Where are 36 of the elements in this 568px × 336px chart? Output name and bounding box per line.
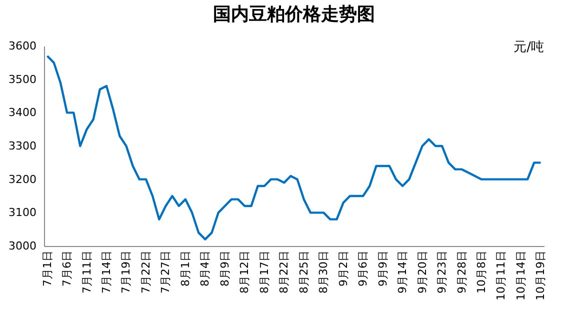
x-tick-label: 8月22日 xyxy=(278,250,291,294)
x-tick-label: 7月1日 xyxy=(40,250,54,286)
x-tick-label: 8月30日 xyxy=(317,250,330,294)
x-tick-label: 7月14日 xyxy=(100,250,113,294)
x-tick-label: 10月11日 xyxy=(494,250,508,300)
x-tick-label: 10月19日 xyxy=(534,250,548,300)
x-tick-label: 9月23日 xyxy=(436,250,449,294)
y-tick-label: 3300 xyxy=(8,140,36,152)
x-tick-label: 8月9日 xyxy=(218,250,232,286)
y-tick-label: 3000 xyxy=(8,240,36,252)
y-tick-label: 3600 xyxy=(8,40,36,52)
x-tick-label: 8月12日 xyxy=(238,250,252,294)
x-tick-label: 7月11日 xyxy=(80,250,94,294)
y-tick-label: 3500 xyxy=(8,72,36,86)
x-tick-label: 7月27日 xyxy=(159,250,172,294)
x-tick-label: 8月25日 xyxy=(297,250,310,294)
chart-title: 国内豆粕价格走势图 xyxy=(213,4,375,25)
x-tick-label: 7月19日 xyxy=(120,250,133,294)
x-tick-label: 8月4日 xyxy=(198,250,212,286)
line-series xyxy=(46,54,542,240)
x-tick-label: 9月28日 xyxy=(455,250,468,294)
y-tick-label: 3200 xyxy=(8,172,36,186)
x-tick-label: 9月6日 xyxy=(356,250,370,286)
x-tick-label: 8月17日 xyxy=(258,250,271,294)
x-tick-label: 10月8日 xyxy=(475,250,488,294)
y-tick-label: 3100 xyxy=(8,206,36,220)
x-tick-label: 9月9日 xyxy=(376,250,390,286)
x-tick-label: 9月20日 xyxy=(416,250,429,294)
x-tick-label: 9月2日 xyxy=(336,250,350,286)
y-axis-title: 元/吨 xyxy=(514,40,544,55)
x-tick-label: 10月14日 xyxy=(514,250,528,300)
x-tick-label: 7月22日 xyxy=(139,250,152,294)
x-tick-label: 7月6日 xyxy=(60,250,74,286)
y-tick-label: 3400 xyxy=(8,106,36,120)
x-tick-label: 8月1日 xyxy=(178,250,192,286)
x-tick-label: 9月14日 xyxy=(396,250,410,294)
